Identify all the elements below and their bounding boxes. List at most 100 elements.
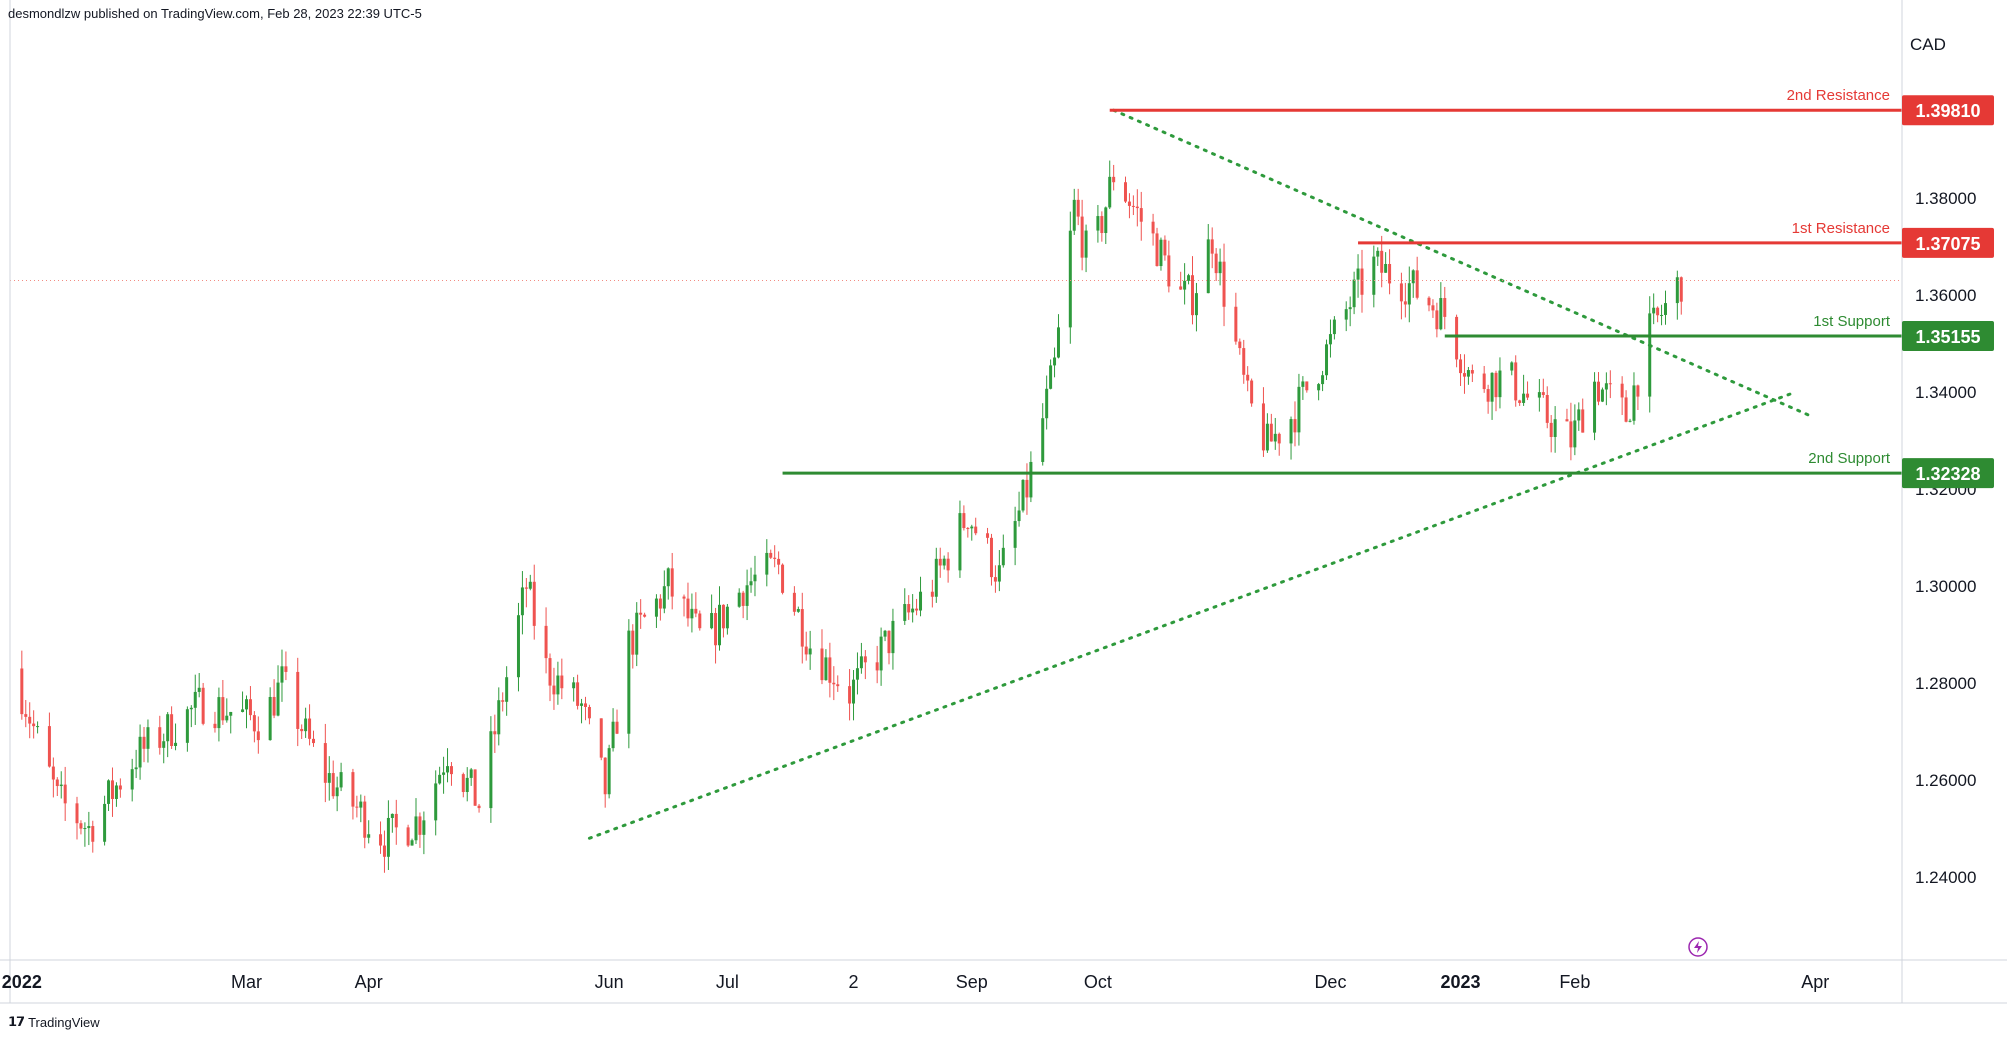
candle-bullish: [335, 787, 339, 797]
candle-bullish: [505, 677, 509, 702]
candle-bullish: [824, 657, 828, 681]
candle-bearish: [1482, 373, 1486, 390]
candle-bearish: [560, 675, 564, 689]
candle-bearish: [252, 715, 256, 732]
candle-bullish: [1301, 381, 1305, 387]
candle-bearish: [974, 526, 978, 534]
candle-bearish: [300, 728, 304, 732]
candle-bullish: [1104, 207, 1108, 234]
candle-bullish: [1194, 293, 1198, 316]
candle-bullish: [1593, 381, 1597, 433]
candle-bearish: [777, 558, 781, 565]
candle-bearish: [1246, 374, 1250, 381]
candle-bearish: [962, 513, 966, 529]
candle-bearish: [1545, 394, 1549, 423]
candle-bullish: [520, 587, 524, 616]
candle-bullish: [229, 711, 233, 716]
candle-bullish: [1553, 419, 1557, 437]
candle-bullish: [1187, 275, 1191, 281]
candle-bearish: [1360, 268, 1364, 295]
candle-bullish: [1356, 268, 1360, 280]
candle-bearish: [1135, 206, 1139, 209]
candle-bullish: [197, 687, 201, 692]
candle-bullish: [1049, 365, 1053, 389]
candle-bullish: [1660, 314, 1664, 316]
candle-bullish: [225, 715, 229, 721]
candle-bullish: [879, 636, 883, 671]
candle-bullish: [1053, 357, 1057, 366]
x-tick-label: Apr: [1801, 972, 1829, 992]
candle-bullish: [1411, 270, 1415, 284]
candle-bearish: [1470, 370, 1474, 374]
candle-bearish: [1100, 216, 1104, 234]
candle-bearish: [587, 706, 591, 719]
candle-bullish: [438, 774, 442, 784]
candle-bullish: [611, 721, 615, 749]
candle-bearish: [1514, 362, 1518, 401]
candle-bullish: [528, 581, 532, 589]
candle-bullish: [934, 558, 938, 597]
candle-bullish: [280, 666, 284, 683]
candle-bearish: [915, 608, 919, 611]
candle-bullish: [1265, 423, 1269, 451]
candle-bullish: [725, 606, 729, 629]
candle-bullish: [410, 840, 414, 846]
candle-bullish: [1328, 334, 1332, 345]
candle-bearish: [382, 845, 386, 857]
candle-bearish: [792, 592, 796, 612]
candle-bearish: [284, 666, 288, 672]
candle-bearish: [449, 766, 453, 775]
candle-bullish: [107, 780, 111, 804]
x-tick-label: Jun: [595, 972, 624, 992]
candle-bearish: [670, 568, 674, 597]
candle-bullish: [245, 699, 248, 710]
candle-bullish: [304, 718, 308, 732]
candle-bearish: [1151, 221, 1155, 234]
candle-bullish: [1600, 389, 1604, 402]
candle-bullish: [1632, 385, 1636, 421]
candle-bearish: [1210, 239, 1214, 254]
candle-bullish: [690, 608, 694, 619]
candle-bearish: [741, 592, 745, 606]
candle-bearish: [986, 533, 990, 538]
candle-bearish: [1608, 383, 1612, 385]
candle-bullish: [59, 784, 63, 787]
candle-bearish: [221, 697, 225, 721]
candle-bearish: [142, 736, 146, 749]
candle-bullish: [753, 574, 757, 582]
candle-bearish: [1569, 421, 1573, 448]
candle-bullish: [1372, 256, 1376, 295]
candle-bullish: [146, 727, 150, 749]
candle-bullish: [130, 769, 134, 790]
candle-bearish: [603, 757, 607, 795]
x-tick-label: Mar: [231, 972, 262, 992]
candle-bearish: [1486, 389, 1490, 402]
candle-bearish: [213, 723, 217, 729]
support-resistance-levels: 2nd Resistance 1st Resistance 1st Support 2…: [10, 87, 1902, 475]
candle-bearish: [1261, 403, 1265, 451]
y-tick-label: 1.28000: [1915, 674, 1976, 693]
candle-bearish: [1025, 479, 1029, 498]
candle-bullish: [1084, 230, 1088, 258]
candle-bullish: [1001, 547, 1005, 566]
candle-bullish: [852, 679, 856, 704]
candle-bullish: [390, 813, 394, 818]
candle-bearish: [272, 696, 276, 716]
candle-bearish: [1443, 298, 1447, 317]
candle-bullish: [422, 820, 426, 835]
candle-bearish: [1459, 359, 1463, 374]
candle-bearish: [1305, 381, 1309, 391]
candle-bearish: [118, 785, 122, 790]
candle-bullish: [386, 817, 390, 857]
trendline-ascending: [587, 390, 1798, 840]
footer-brand[interactable]: 𝟭𝟳 TradingView: [8, 1014, 100, 1030]
candle-bearish: [256, 731, 260, 741]
lightning-icon[interactable]: [1688, 937, 1708, 957]
candle-bearish: [721, 604, 725, 629]
candle-bearish: [832, 682, 836, 685]
candle-bearish: [406, 827, 410, 846]
candle-bullish: [138, 736, 142, 768]
candle-bearish: [686, 598, 690, 619]
candle-bearish: [631, 630, 635, 655]
